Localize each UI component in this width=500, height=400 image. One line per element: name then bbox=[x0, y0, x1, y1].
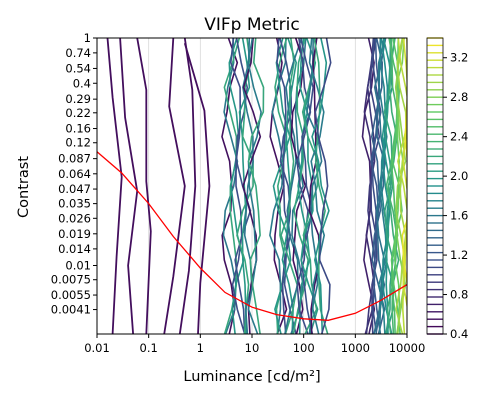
y-tick-label: 0.54 bbox=[65, 61, 91, 75]
y-tick-label: 1 bbox=[84, 31, 91, 45]
contour-line bbox=[369, 38, 381, 334]
contour-line bbox=[242, 38, 262, 334]
contour-line bbox=[247, 38, 265, 334]
colorbar-tick-label: 0.4 bbox=[450, 327, 468, 341]
threshold-curve-group bbox=[97, 151, 407, 321]
contour-line bbox=[314, 38, 332, 334]
y-tick-label: 0.0055 bbox=[51, 288, 91, 302]
x-tick-label: 10 bbox=[245, 341, 260, 355]
colorbar-tick-label: 0.8 bbox=[450, 288, 468, 302]
y-tick-label: 0.74 bbox=[65, 46, 91, 60]
contour-lines bbox=[106, 38, 407, 334]
contour-line bbox=[279, 38, 297, 334]
contour-line bbox=[228, 38, 245, 334]
contour-line bbox=[106, 38, 123, 334]
x-tick-label: 0.1 bbox=[140, 341, 158, 355]
x-axis-label: Luminance [cd/m²] bbox=[183, 369, 320, 385]
colorbar-tick-label: 3.2 bbox=[450, 51, 468, 65]
contour-line bbox=[236, 38, 254, 334]
contour-line bbox=[269, 38, 287, 334]
contour-line bbox=[136, 38, 152, 334]
y-tick-label: 0.019 bbox=[58, 227, 91, 241]
colorbar-tick-label: 1.6 bbox=[450, 209, 468, 223]
threshold-curve bbox=[97, 151, 407, 321]
x-tick-label: 100 bbox=[293, 341, 315, 355]
y-tick-label: 0.064 bbox=[58, 167, 91, 181]
x-axis-ticks: 0.01 0.1 1 10 100 1000 10000 bbox=[84, 334, 425, 355]
colorbar-tick-label: 2.4 bbox=[450, 130, 468, 144]
contour-line bbox=[385, 38, 399, 334]
contour-line bbox=[313, 38, 329, 334]
chart-title: VIFp Metric bbox=[204, 15, 299, 35]
contour-line bbox=[301, 38, 319, 334]
contour-line bbox=[299, 38, 314, 334]
contour-line bbox=[281, 38, 298, 334]
y-axis-ticks: 10.740.540.40.290.220.160.120.0870.0640.… bbox=[51, 31, 97, 317]
y-tick-label: 0.01 bbox=[65, 259, 91, 273]
contour-line bbox=[395, 38, 407, 334]
contour-line bbox=[380, 38, 393, 334]
y-tick-label: 0.047 bbox=[58, 182, 91, 196]
y-axis-label: Contrast bbox=[16, 156, 32, 218]
contour-line bbox=[276, 38, 292, 334]
contour-line bbox=[119, 38, 139, 334]
contour-line bbox=[297, 38, 311, 334]
x-tick-label: 1 bbox=[197, 341, 204, 355]
y-tick-label: 0.026 bbox=[58, 211, 91, 225]
contour-line bbox=[292, 38, 309, 334]
contour-line bbox=[296, 38, 312, 334]
contour-line bbox=[393, 38, 401, 334]
contour-line bbox=[306, 38, 323, 334]
y-tick-label: 0.0041 bbox=[51, 303, 91, 317]
y-tick-label: 0.0075 bbox=[51, 273, 91, 287]
y-tick-label: 0.014 bbox=[58, 242, 91, 256]
y-tick-label: 0.087 bbox=[58, 152, 91, 166]
y-tick-label: 0.4 bbox=[73, 76, 91, 90]
colorbar-tick-label: 2.8 bbox=[450, 90, 468, 104]
y-tick-label: 0.29 bbox=[65, 92, 91, 106]
contour-line bbox=[238, 38, 251, 334]
colorbar-tick-label: 2.0 bbox=[450, 169, 468, 183]
y-tick-label: 0.12 bbox=[65, 136, 91, 150]
x-tick-label: 10000 bbox=[389, 341, 426, 355]
contour-line bbox=[378, 38, 389, 334]
contour-line bbox=[308, 38, 321, 334]
x-tick-label: 0.01 bbox=[84, 341, 110, 355]
contour-line bbox=[178, 38, 197, 334]
y-tick-label: 0.22 bbox=[65, 106, 91, 120]
contour-line bbox=[229, 38, 246, 334]
x-tick-label: 1000 bbox=[341, 341, 370, 355]
contour-line bbox=[183, 42, 211, 334]
contour-line bbox=[163, 38, 186, 334]
y-tick-label: 0.16 bbox=[65, 122, 91, 136]
colorbar-frame bbox=[426, 37, 444, 335]
y-tick-label: 0.035 bbox=[58, 197, 91, 211]
colorbar-tick-label: 1.2 bbox=[450, 248, 468, 262]
colorbar: 0.4 0.8 1.2 1.6 2.0 2.4 2.8 3.2 bbox=[426, 37, 468, 341]
contour-line bbox=[308, 38, 326, 334]
